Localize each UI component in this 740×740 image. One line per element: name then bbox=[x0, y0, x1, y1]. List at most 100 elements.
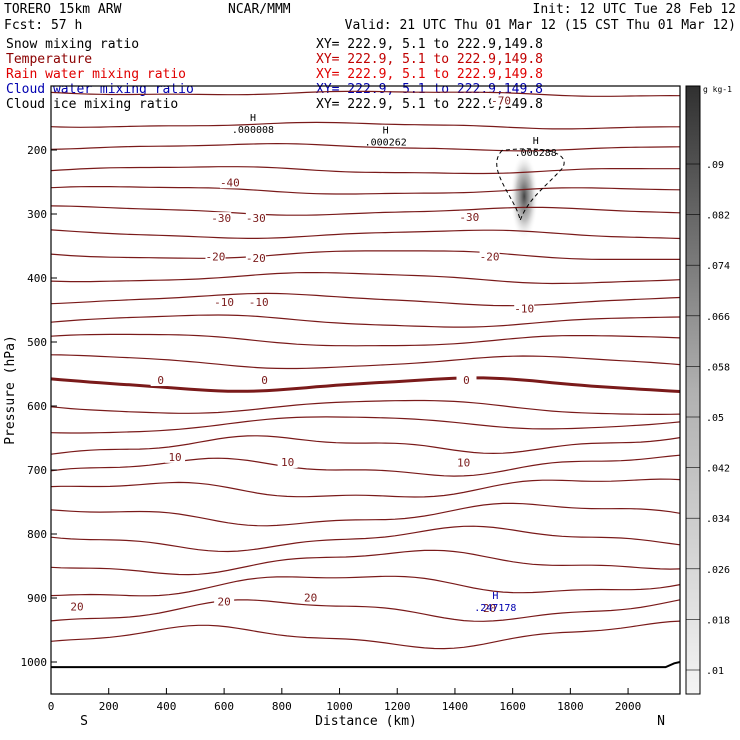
x-tick-label: 1000 bbox=[326, 700, 353, 713]
x-tick-label: 2000 bbox=[615, 700, 642, 713]
contour-label-bg bbox=[245, 251, 266, 264]
x-tick-label: 200 bbox=[99, 700, 119, 713]
isotherm bbox=[50, 205, 681, 216]
cloud-ice-shading bbox=[510, 152, 539, 241]
x-tick-label: 800 bbox=[272, 700, 292, 713]
contour-label-bg bbox=[150, 374, 171, 387]
colorbar-tick-label: .074 bbox=[706, 261, 730, 272]
maximum-value-label: .000008 bbox=[232, 125, 274, 136]
temperature-contour-label: 20 bbox=[217, 595, 230, 608]
isotherm bbox=[50, 435, 681, 455]
x-axis-title: Distance (km) bbox=[315, 714, 417, 729]
x-tick-label: 1600 bbox=[499, 700, 526, 713]
isotherm bbox=[50, 575, 681, 597]
colorbar-tick-label: .058 bbox=[706, 362, 730, 373]
y-tick-label: 900 bbox=[27, 592, 47, 605]
temperature-contour-label: 0 bbox=[463, 374, 470, 387]
forecast-hour: Fcst: 57 h bbox=[4, 18, 82, 33]
temperature-contour-label: -70 bbox=[491, 94, 511, 107]
isotherm bbox=[50, 333, 681, 347]
isotherm bbox=[50, 502, 681, 527]
contour-label-bg bbox=[66, 600, 87, 613]
colorbar-tick-label: .018 bbox=[706, 615, 730, 626]
temperature-contour-label: -10 bbox=[514, 302, 534, 315]
x-tick-label: 600 bbox=[214, 700, 234, 713]
isotherm bbox=[50, 229, 681, 240]
temperature-contour-label: -10 bbox=[214, 296, 234, 309]
terrain-line bbox=[51, 661, 681, 669]
contour-label-bg bbox=[211, 212, 232, 225]
isotherm bbox=[50, 454, 681, 477]
y-tick-label: 300 bbox=[27, 208, 47, 221]
contour-label-bg bbox=[165, 450, 186, 463]
contour-label-bg bbox=[514, 302, 535, 315]
temperature-contour-label: 10 bbox=[281, 456, 294, 469]
contour-label-bg bbox=[479, 250, 500, 263]
y-tick-label: 800 bbox=[27, 528, 47, 541]
maximum-marker-h: H bbox=[250, 113, 256, 124]
plot-frame bbox=[50, 85, 681, 695]
isotherm-zero bbox=[50, 376, 681, 393]
isotherm bbox=[50, 599, 681, 622]
maximum-value-label: .006288 bbox=[515, 148, 557, 159]
colorbar-tick-label: .034 bbox=[706, 514, 730, 525]
legend-xy-cloud-ice: XY= 222.9, 5.1 to 222.9,149.8 bbox=[316, 97, 543, 112]
y-axis: 200 300 400 500 600 700 800 900 1000 bbox=[21, 144, 57, 669]
colorbar-tick-label: .026 bbox=[706, 565, 730, 576]
temperature-contour-label: -30 bbox=[459, 211, 479, 224]
isotherm bbox=[50, 314, 681, 328]
x-axis-end-south: S bbox=[80, 714, 88, 729]
temperature-contour-label: -20 bbox=[206, 251, 226, 264]
colorbar-gradient bbox=[685, 85, 701, 695]
temperature-contour-label: 10 bbox=[457, 457, 470, 470]
colorbar-tick-label: .05 bbox=[706, 413, 724, 424]
isotherm bbox=[50, 354, 681, 370]
legend-xy-temperature: XY= 222.9, 5.1 to 222.9,149.8 bbox=[316, 52, 543, 67]
temperature-contour-label: 0 bbox=[261, 374, 268, 387]
temperature-contour-label: 20 bbox=[70, 601, 83, 614]
temperature-contour-label: -30 bbox=[211, 212, 231, 225]
x-tick-label: 1200 bbox=[384, 700, 411, 713]
isotherm bbox=[50, 166, 680, 175]
maximum-marker-h: H bbox=[492, 591, 498, 602]
x-tick-label: 0 bbox=[48, 700, 55, 713]
contour-label-bg bbox=[205, 250, 226, 263]
maximum-value-label: .000262 bbox=[365, 138, 407, 149]
legend-xy-snow: XY= 222.9, 5.1 to 222.9,149.8 bbox=[316, 37, 543, 52]
contour-label-bg bbox=[277, 455, 298, 468]
contour-label-bg bbox=[459, 210, 480, 223]
isotherm bbox=[50, 416, 681, 434]
contour-label-bg bbox=[254, 374, 275, 387]
contour-label-bg bbox=[245, 212, 266, 225]
temperature-contour-label: -20 bbox=[246, 252, 266, 265]
y-tick-label: 200 bbox=[27, 144, 47, 157]
temperature-contour-label: -20 bbox=[480, 251, 500, 264]
contour-labels: -70 -40 -30 -30 -30 -20 -20 -20 -10 -10 -10 0 0 0 10 10… bbox=[66, 94, 535, 615]
legend-xy-rain: XY= 222.9, 5.1 to 222.9,149.8 bbox=[316, 67, 543, 82]
isotherm bbox=[50, 90, 681, 97]
isotherm bbox=[50, 549, 681, 576]
isotherm bbox=[50, 292, 681, 307]
x-axis-end-north: N bbox=[657, 714, 665, 729]
temperature-contour-label: -40 bbox=[220, 176, 240, 189]
contour-label-bg bbox=[214, 595, 235, 608]
colorbar-tick-label: .066 bbox=[706, 312, 730, 323]
colorbar: .01 .018 .026 .034 .042 .05 .058 .066 .074 .082 .0… bbox=[685, 85, 730, 695]
x-tick-label: 400 bbox=[156, 700, 176, 713]
colorbar-tick-label: .01 bbox=[706, 666, 724, 677]
isotherm bbox=[50, 186, 681, 195]
colorbar-tick-label: .082 bbox=[706, 211, 730, 222]
x-tick-label: 1400 bbox=[442, 700, 469, 713]
temperature-contour-label: 20 bbox=[304, 592, 317, 605]
colorbar-unit: g kg-1 bbox=[703, 85, 732, 94]
temperature-contour-label: 0 bbox=[157, 374, 164, 387]
x-axis: 0 200 400 600 800 1000 1200 1400 1600 1800 2000 bbox=[48, 688, 642, 713]
legend-label-rain: Rain water mixing ratio bbox=[6, 67, 186, 82]
isotherm bbox=[50, 272, 681, 285]
temperature-contour-label: -10 bbox=[249, 296, 269, 309]
y-tick-label: 700 bbox=[27, 464, 47, 477]
maximum-value-label: .247178 bbox=[474, 603, 516, 614]
isotherm bbox=[50, 250, 680, 260]
valid-time: Valid: 21 UTC Thu 01 Mar 12 (15 CST Thu … bbox=[345, 18, 736, 33]
